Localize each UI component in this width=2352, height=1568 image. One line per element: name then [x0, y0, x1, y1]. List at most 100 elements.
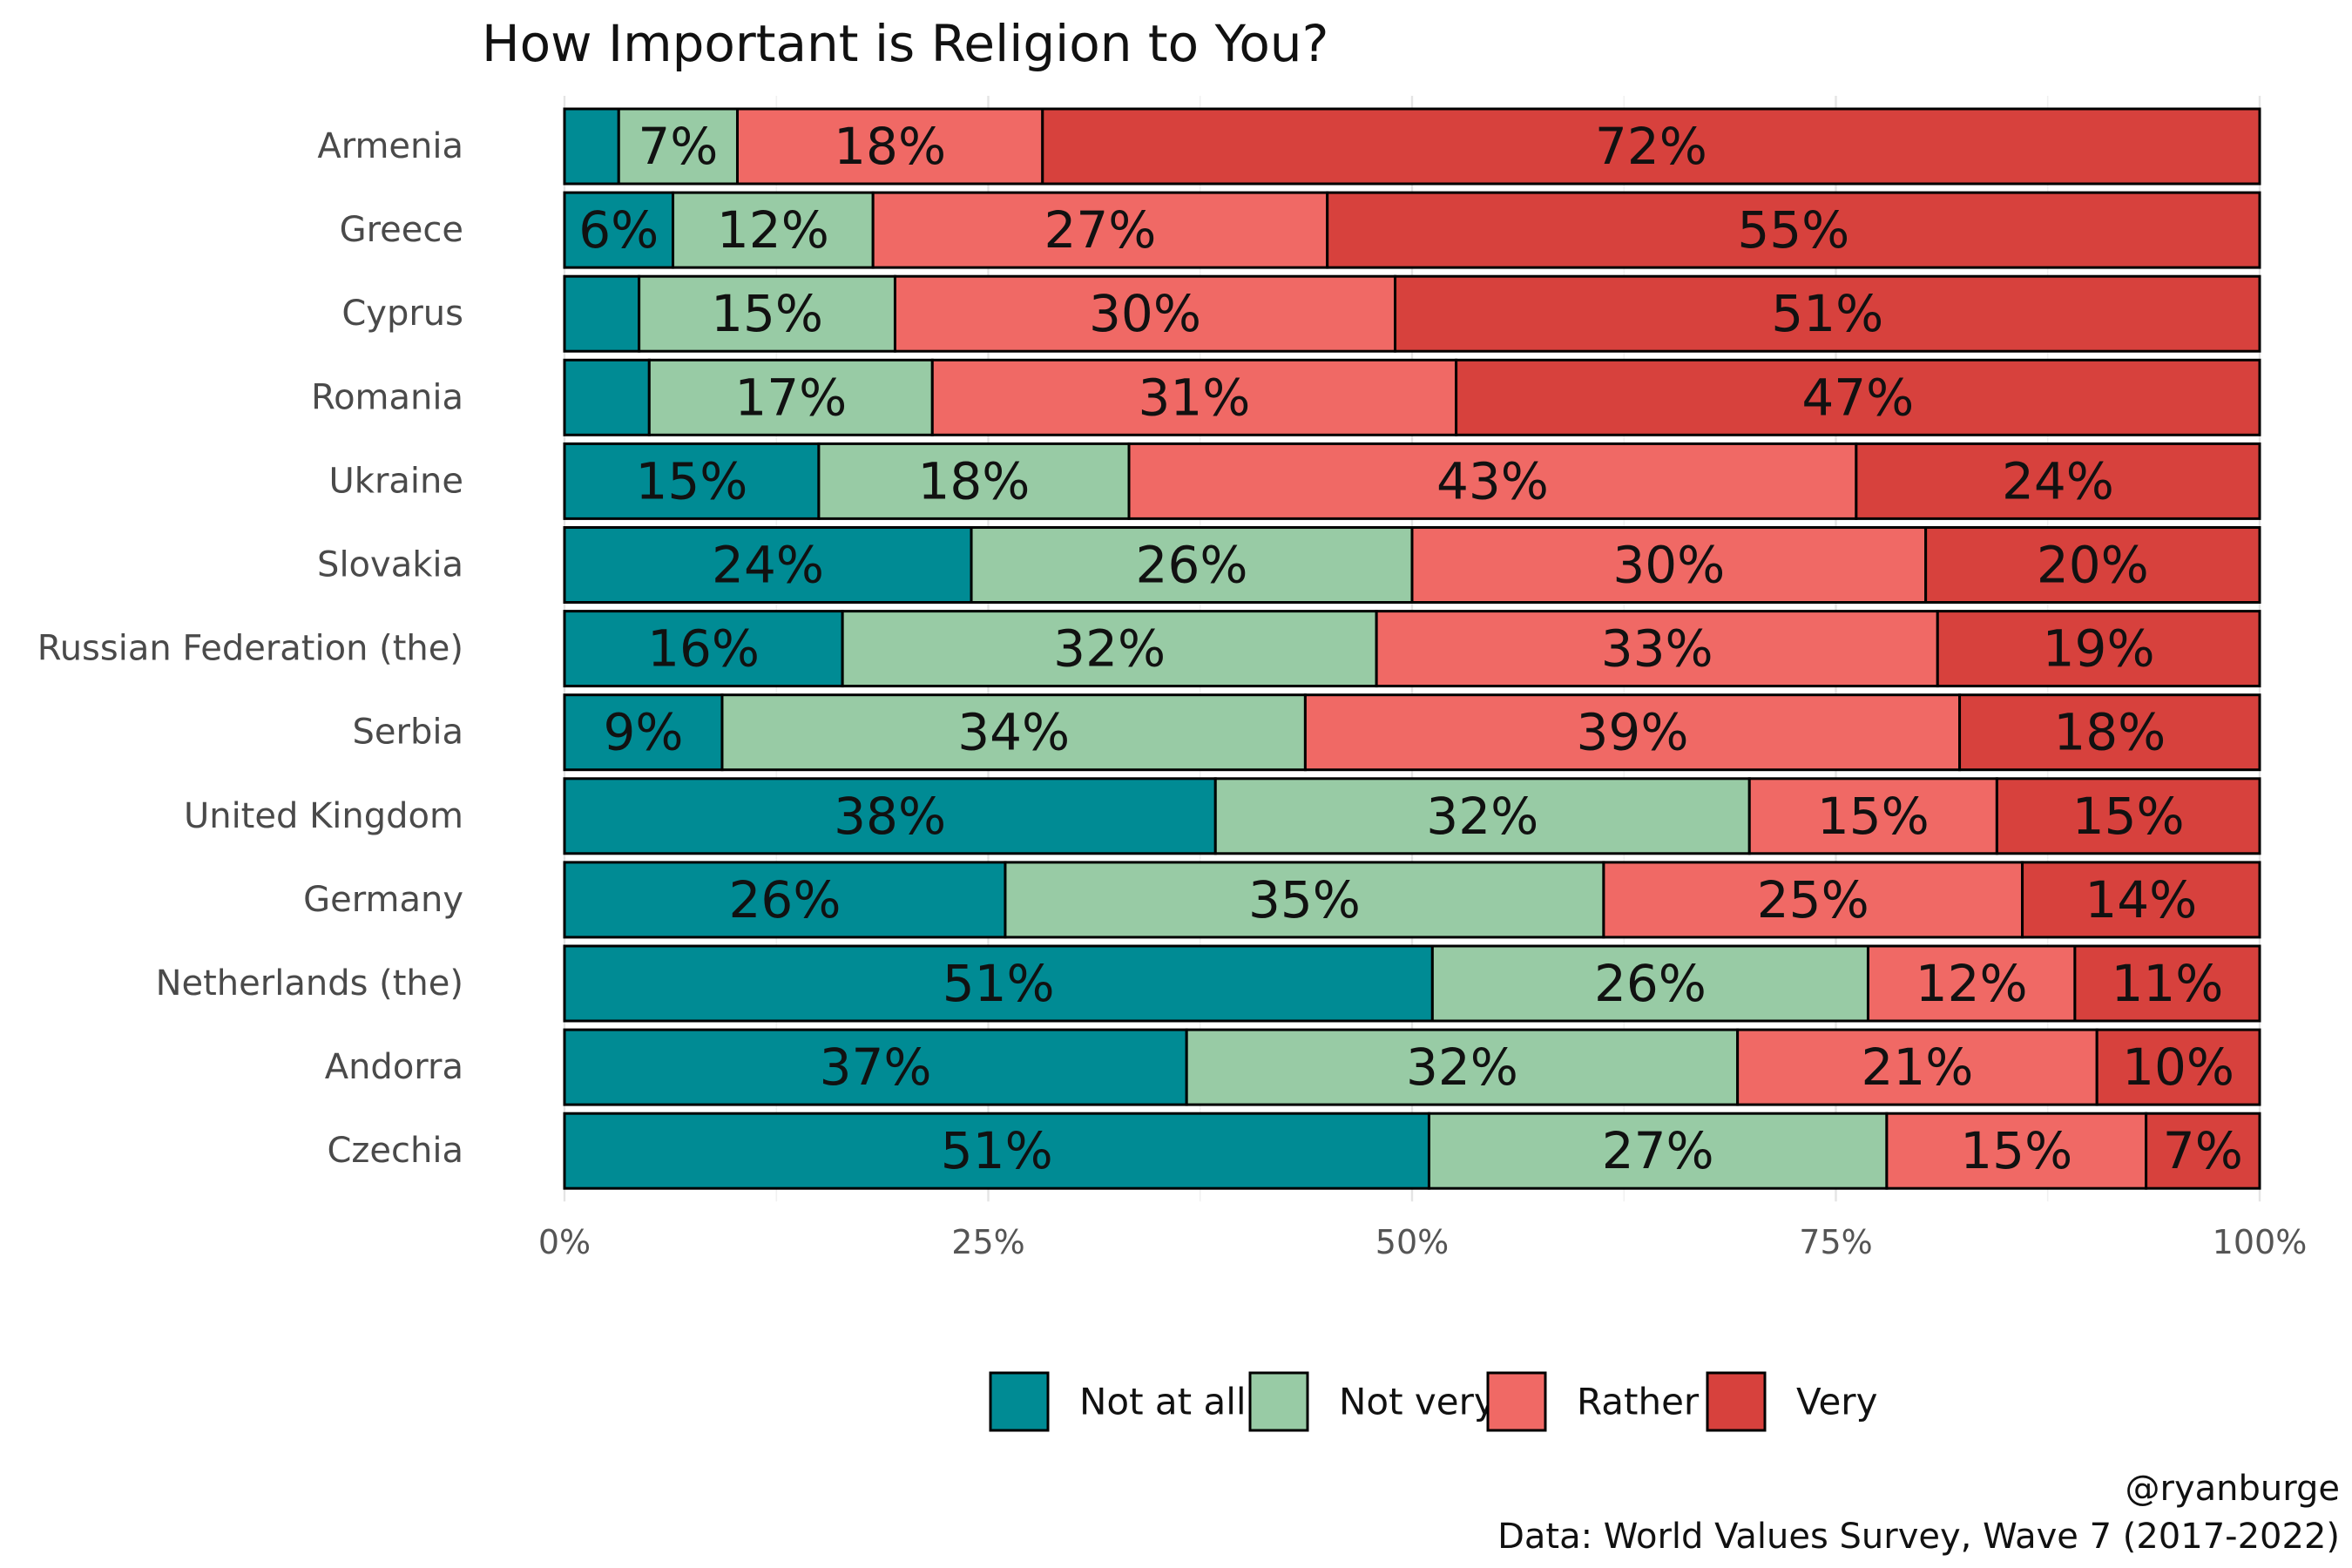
bar-segment-not-at-all — [563, 861, 1007, 939]
bar-value-label: 26% — [1594, 954, 1707, 1013]
category-label: Armenia — [317, 126, 463, 166]
bar-value-label: 32% — [1053, 619, 1166, 679]
caption-source: Data: World Values Survey, Wave 7 (2017-… — [1497, 1517, 2340, 1557]
x-tick-label: 100% — [2213, 1223, 2308, 1261]
bar-value-label: 19% — [2043, 619, 2155, 679]
bar-segment-very — [1936, 610, 2261, 688]
legend-label: Not very — [1339, 1381, 1496, 1423]
bar-segment-not-very — [841, 610, 1378, 688]
bar-value-label: 16% — [647, 619, 760, 679]
category-label: Czechia — [327, 1131, 463, 1171]
bar-value-label: 24% — [712, 536, 824, 595]
bar-value-label: 31% — [1138, 368, 1250, 427]
bar-segment-very — [1855, 442, 2261, 520]
x-axis-tick-labels: 0% 25% 50% 75% 100% — [538, 1223, 2307, 1261]
bar-segment-not-very — [638, 274, 896, 353]
bar-segment-rather — [871, 191, 1329, 269]
bar-segment-not-very — [1185, 1028, 1740, 1106]
bar-value-label: 20% — [2037, 536, 2149, 595]
bar-segment-rather — [1736, 1028, 2099, 1106]
bar-segment-not-very — [1430, 944, 1869, 1023]
chart-title: How Important is Religion to You? — [482, 14, 1328, 73]
bar-value-label: 38% — [834, 787, 946, 846]
bar-segment-rather — [1885, 1112, 2148, 1190]
bar-segment-not-very — [817, 442, 1131, 520]
category-label: Andorra — [325, 1047, 463, 1087]
legend-swatch-very — [1706, 1371, 1767, 1432]
bar-segment-not-at-all — [563, 777, 1217, 855]
bar-segment-rather — [735, 107, 1044, 186]
bar-value-label: 15% — [635, 451, 747, 510]
bar-value-label: 51% — [943, 954, 1055, 1013]
bar-segment-very — [2145, 1112, 2261, 1190]
bar-value-label: 6% — [578, 200, 659, 260]
category-label: Ukraine — [329, 461, 463, 501]
bar-segment-not-very — [672, 191, 875, 269]
category-label: Cyprus — [341, 294, 463, 334]
bar-value-label: 7% — [638, 117, 718, 176]
bar-segment-not-very — [1427, 1112, 1889, 1190]
bar-value-label: 39% — [1577, 703, 1689, 762]
bar-value-label: 26% — [729, 870, 841, 929]
bar-value-label: 30% — [1089, 284, 1201, 343]
x-tick-label: 0% — [538, 1223, 591, 1261]
bar-value-label: 17% — [734, 368, 847, 427]
category-labels: Armenia Greece Cyprus Romania Ukraine Slovaki… — [37, 126, 463, 1171]
bar-value-label: 27% — [1044, 200, 1156, 260]
bar-segment-very — [1394, 274, 2261, 353]
bar-value-label: 15% — [711, 284, 823, 343]
legend-swatch-not-at-all — [989, 1371, 1050, 1432]
bar-value-label: 35% — [1248, 870, 1361, 929]
legend: Not at all Not very Rather Very — [989, 1371, 1877, 1432]
bar-segment-rather — [1866, 944, 2077, 1023]
bar-value-label: 55% — [1737, 200, 1849, 260]
legend-label: Rather — [1577, 1381, 1700, 1423]
bar-value-label: 26% — [1136, 536, 1248, 595]
legend-label: Very — [1796, 1381, 1877, 1423]
x-tick-label: 75% — [1799, 1223, 1872, 1261]
bar-segment-rather — [1127, 442, 1858, 520]
bar-value-label: 34% — [957, 703, 1070, 762]
category-label: Russian Federation (the) — [37, 629, 463, 669]
x-tick-label: 25% — [951, 1223, 1024, 1261]
bar-segment-not-at-all — [563, 610, 844, 688]
bars — [563, 107, 2261, 1190]
caption-handle: @ryanburge — [2126, 1469, 2340, 1509]
bar-segment-rather — [1602, 861, 2024, 939]
bar-value-label: 32% — [1426, 787, 1538, 846]
bar-segment-very — [1995, 777, 2261, 855]
x-tick-label: 50% — [1375, 1223, 1449, 1261]
bar-value-label: 47% — [1801, 368, 1914, 427]
category-label: Romania — [311, 377, 463, 417]
bar-segment-not-very — [720, 693, 1307, 772]
bar-segment-not-very — [617, 107, 739, 186]
bar-segment-very — [1958, 693, 2261, 772]
bar-value-label: 18% — [2053, 703, 2166, 762]
category-label: Serbia — [353, 713, 463, 753]
bar-segment-very — [1455, 358, 2261, 436]
category-label: United Kingdom — [184, 796, 463, 836]
bar-segment-not-very — [1213, 777, 1751, 855]
bar-segment-very — [1041, 107, 2261, 186]
bar-labels: 7% 18% 72% 6% 12% 27% 55% 15% 30% 51% 17% 31% 47% 15%… — [578, 117, 2243, 1180]
bar-value-label: 11% — [2111, 954, 2223, 1013]
bar-value-label: 24% — [2002, 451, 2114, 510]
legend-swatch-not-very — [1248, 1371, 1309, 1432]
bar-segment-very — [1326, 191, 2261, 269]
bar-value-label: 18% — [834, 117, 946, 176]
bar-segment-not-at-all — [563, 191, 675, 269]
bar-value-label: 12% — [717, 200, 829, 260]
bar-value-label: 15% — [1960, 1121, 2072, 1180]
bar-value-label: 18% — [917, 451, 1030, 510]
bar-value-label: 15% — [2072, 787, 2185, 846]
bar-value-label: 25% — [1757, 870, 1869, 929]
bar-value-label: 15% — [1817, 787, 1930, 846]
category-label: Slovakia — [317, 545, 463, 585]
bar-value-label: 51% — [941, 1121, 1053, 1180]
bar-segment-not-at-all — [563, 1028, 1188, 1106]
bar-segment-not-at-all — [563, 358, 651, 436]
bar-value-label: 30% — [1612, 536, 1725, 595]
bar-value-label: 10% — [2122, 1037, 2234, 1097]
bar-value-label: 33% — [1601, 619, 1713, 679]
